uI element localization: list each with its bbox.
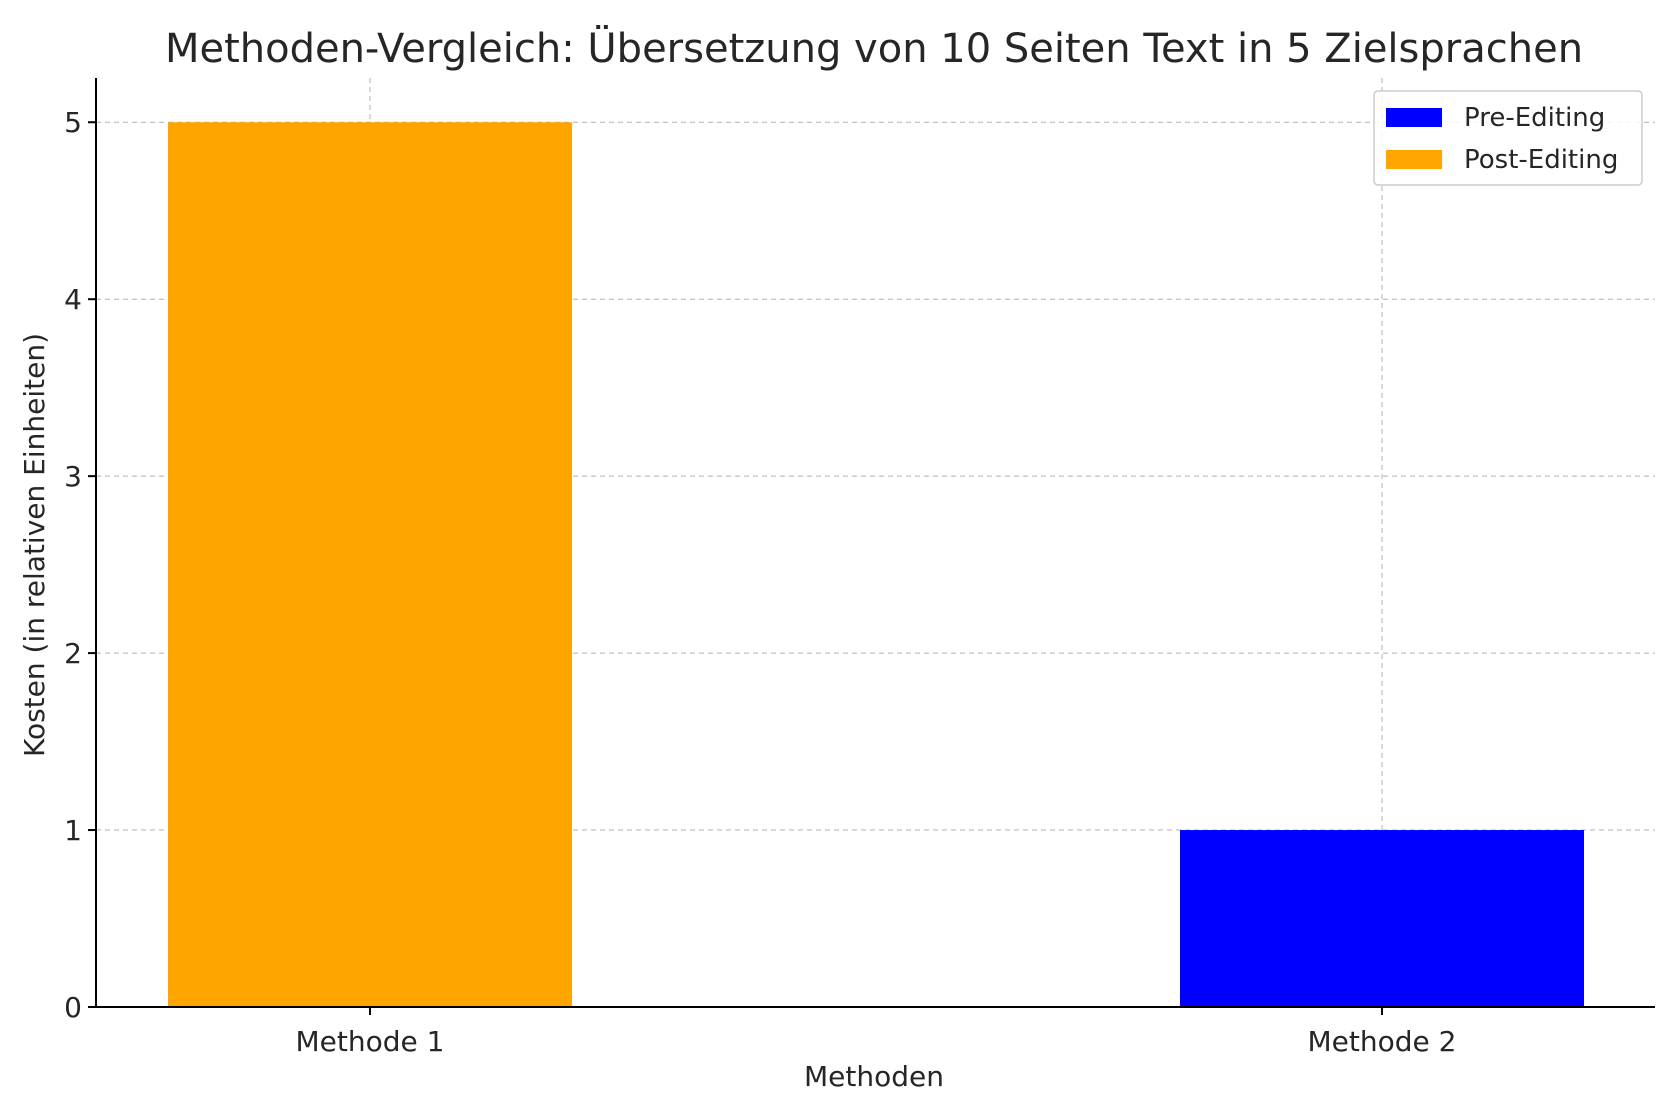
legend-label-post-editing: Post-Editing [1464, 145, 1618, 175]
y-axis-label: Kosten (in relativen Einheiten) [18, 333, 51, 757]
y-tick-label: 2 [64, 637, 82, 670]
axes [88, 78, 1655, 1015]
y-tick-label: 4 [64, 283, 82, 316]
x-axis-label: Methoden [804, 1060, 944, 1093]
y-tick-label: 1 [64, 814, 82, 847]
legend-swatch-pre-editing [1386, 108, 1442, 127]
x-tick-label: Methode 1 [296, 1025, 445, 1058]
y-tick-label: 3 [64, 460, 82, 493]
legend: Pre-Editing Post-Editing [1373, 90, 1643, 186]
chart-title: Methoden-Vergleich: Übersetzung von 10 S… [165, 24, 1583, 72]
y-tick-label: 0 [64, 991, 82, 1024]
bar-post-editing-1 [168, 122, 572, 1007]
bar-pre-editing-2 [1180, 830, 1584, 1007]
x-tick-label: Methode 2 [1308, 1025, 1457, 1058]
tick-labels: 0 1 2 3 4 5 Methode 1 Methode 2 [64, 106, 1456, 1058]
legend-swatch-post-editing [1386, 150, 1442, 169]
y-tick-label: 5 [64, 106, 82, 139]
legend-label-pre-editing: Pre-Editing [1464, 103, 1605, 133]
bars [168, 122, 1584, 1007]
